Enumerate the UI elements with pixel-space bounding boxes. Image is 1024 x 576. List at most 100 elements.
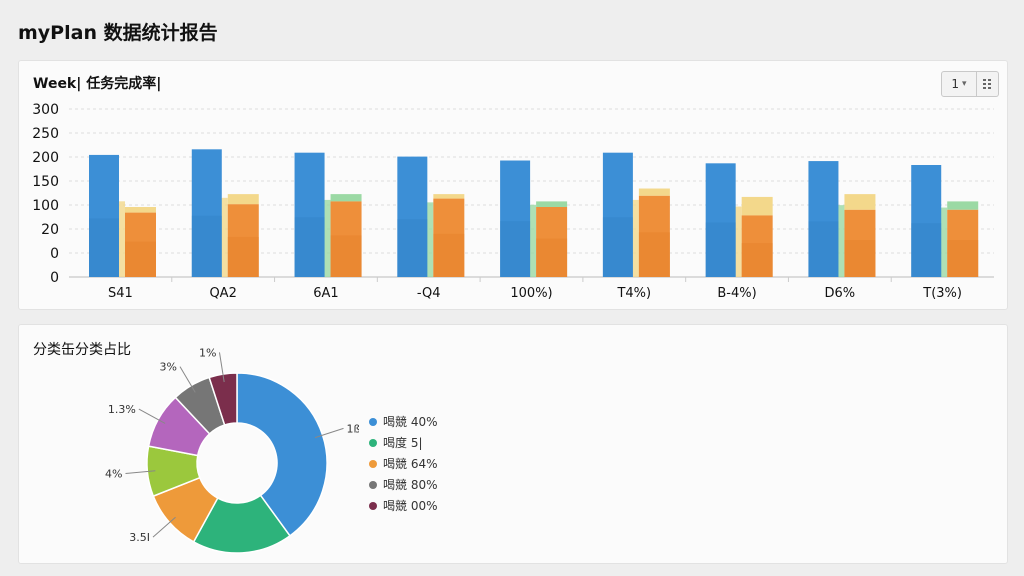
pie-leader-line bbox=[314, 427, 344, 439]
bar-blue bbox=[705, 163, 736, 277]
bar-orange bbox=[536, 207, 568, 277]
bar-blue bbox=[808, 161, 839, 277]
app-title: myPlan 数据统计报告 bbox=[18, 22, 218, 44]
pie-slice-label: 1% bbox=[199, 346, 216, 359]
bar-chart-card: Week| 任务完成率| 1 ▾ 300 250 200 150 100 20 0 0 S41 Q… bbox=[18, 60, 1008, 310]
bar-blue bbox=[911, 165, 942, 277]
y-tick-label: 0 bbox=[50, 246, 59, 262]
bar-orange-shade bbox=[125, 241, 156, 277]
bar-accent bbox=[219, 197, 228, 277]
bar-orange-shade bbox=[330, 235, 362, 277]
pie-chart-title: 分类缶分类占比 bbox=[33, 342, 131, 358]
bar-accent bbox=[117, 201, 125, 277]
legend-item: 喝競 00% bbox=[369, 495, 438, 516]
bar-orange-shade bbox=[433, 233, 465, 277]
pie-legend: 喝競 40% 喝度 5| 喝競 64% 喝競 80% 喝競 00% bbox=[369, 411, 438, 516]
bar-accent bbox=[939, 207, 948, 277]
y-tick-label: 100 bbox=[32, 198, 59, 214]
bar-blue-shade bbox=[602, 217, 633, 277]
bar-orange bbox=[638, 195, 670, 277]
bar-blue-shade bbox=[191, 215, 222, 277]
legend-label: 喝競 80% bbox=[383, 478, 438, 492]
bar-orange bbox=[947, 209, 979, 277]
chevron-down-icon: ▾ bbox=[962, 79, 967, 89]
pie-slice bbox=[208, 372, 238, 426]
y-tick-label: 0 bbox=[50, 270, 59, 286]
legend-item: 喝度 5| bbox=[369, 432, 438, 453]
legend-label: 喝競 00% bbox=[383, 499, 438, 513]
y-tick-label: 20 bbox=[41, 222, 59, 238]
bar-orange-shade bbox=[536, 238, 568, 277]
week-select[interactable]: 1 ▾ bbox=[941, 71, 977, 97]
bar-blue-shade bbox=[89, 218, 119, 277]
bar-orange bbox=[125, 212, 156, 277]
x-tick-label: 100%) bbox=[510, 286, 552, 301]
bar-top-segment bbox=[433, 194, 465, 199]
bar-blue bbox=[89, 154, 119, 277]
y-tick-label: 250 bbox=[32, 126, 59, 142]
bar-orange bbox=[227, 204, 259, 277]
bar-accent bbox=[528, 204, 537, 277]
legend-swatch bbox=[369, 501, 377, 510]
legend-label: 喝競 40% bbox=[383, 415, 438, 429]
bar-accent bbox=[836, 205, 845, 277]
pie-leader-line bbox=[152, 516, 176, 538]
x-tick-label: D6% bbox=[825, 286, 856, 301]
bar-blue-shade bbox=[500, 221, 531, 277]
bar-orange bbox=[330, 201, 362, 277]
bar-blue-shade bbox=[397, 219, 428, 277]
x-tick-label: B-4%) bbox=[717, 286, 756, 301]
bar-top-segment bbox=[125, 207, 156, 213]
bar-orange-shade bbox=[844, 240, 876, 277]
pie-slice-label: 4% bbox=[105, 468, 122, 481]
pie-slice bbox=[236, 372, 328, 537]
bar-orange-shade bbox=[947, 240, 979, 277]
pie-leader-line bbox=[138, 408, 166, 424]
bar-accent bbox=[322, 199, 331, 277]
legend-label: 喝度 5| bbox=[383, 436, 423, 450]
legend-item: 喝競 80% bbox=[369, 474, 438, 495]
pie-leader-line bbox=[179, 366, 196, 393]
x-tick-label: 6A1 bbox=[313, 286, 338, 301]
pie-slice-label: 1ß% bbox=[347, 422, 359, 435]
y-tick-label: 200 bbox=[32, 150, 59, 166]
legend-swatch bbox=[369, 417, 377, 426]
week-select-value: 1 bbox=[951, 77, 960, 91]
bar-blue-shade bbox=[808, 221, 839, 277]
x-tick-label: -Q4 bbox=[417, 286, 441, 301]
grid-menu-icon[interactable] bbox=[977, 71, 999, 97]
bar-chart-title: Week| 任务完成率| bbox=[33, 76, 162, 92]
bar-blue-shade bbox=[911, 223, 942, 277]
bar-blue bbox=[602, 152, 633, 277]
chart-toolbar: 1 ▾ bbox=[941, 71, 999, 97]
pie-leader-line bbox=[125, 470, 156, 475]
bar-orange-shade bbox=[741, 243, 773, 277]
pie-slice-label: 3.5I bbox=[129, 531, 150, 544]
legend-label: 喝競 64% bbox=[383, 457, 438, 471]
bar-accent bbox=[425, 202, 434, 277]
bar-orange bbox=[844, 209, 876, 277]
legend-swatch bbox=[369, 459, 377, 468]
x-tick-label: T(3%) bbox=[922, 286, 962, 301]
bar-top-segment bbox=[536, 201, 568, 207]
grid-menu-glyph bbox=[982, 79, 991, 89]
y-tick-label: 150 bbox=[32, 174, 59, 190]
donut-chart: 1ß% 3.5I 4% 1.3% 3% 1% bbox=[105, 346, 359, 554]
bar-blue bbox=[294, 152, 325, 277]
y-tick-label: 300 bbox=[32, 102, 59, 118]
pie-slice-label: 3% bbox=[160, 361, 177, 374]
legend-item: 喝競 40% bbox=[369, 411, 438, 432]
legend-item: 喝競 64% bbox=[369, 453, 438, 474]
bar-blue bbox=[191, 149, 222, 277]
bar-orange bbox=[741, 215, 773, 277]
bar-top-segment bbox=[947, 201, 979, 210]
x-tick-label: T4%) bbox=[616, 286, 651, 301]
legend-swatch bbox=[369, 438, 377, 447]
bar-top-segment bbox=[330, 194, 362, 202]
pie-leader-line bbox=[218, 352, 225, 383]
bar-blue bbox=[500, 160, 531, 277]
bar-orange bbox=[433, 198, 465, 277]
pie-chart-card: 分类缶分类占比 1ß%3.5I4%1.3%3%1% 喝競 40%喝度 5|喝競 … bbox=[18, 324, 1008, 564]
bar-orange-shade bbox=[227, 236, 259, 277]
